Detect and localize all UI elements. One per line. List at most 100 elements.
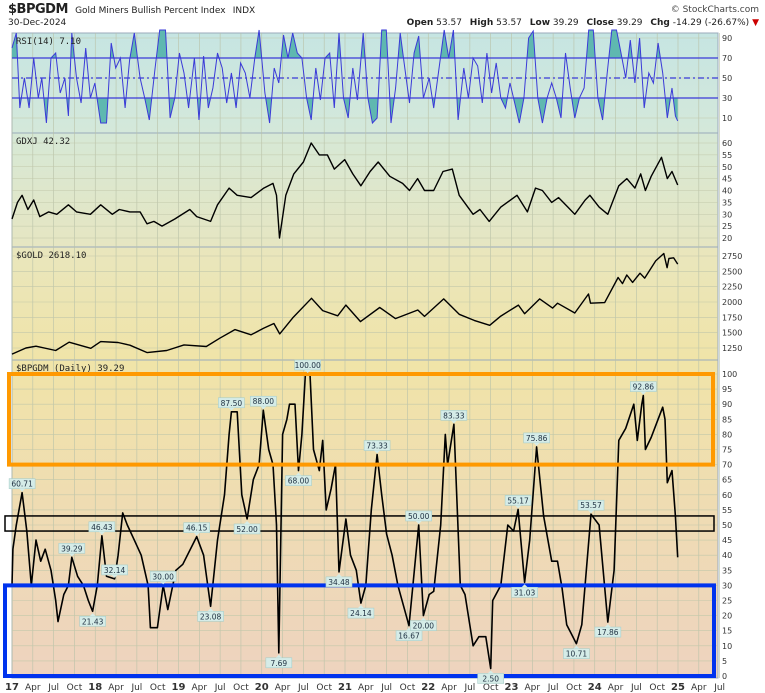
rsi-overbought-fill	[12, 30, 678, 58]
description: Gold Miners Bullish Percent Index	[75, 6, 226, 16]
neutral-zone-box	[4, 515, 715, 532]
gold-y-tick-label: 1750	[722, 313, 742, 322]
data-label-pointer	[98, 531, 105, 535]
data-label-pointer	[521, 584, 528, 588]
x-tick-label: Oct	[400, 683, 416, 693]
data-label-text: 53.57	[580, 501, 602, 510]
x-tick-label: Jul	[547, 683, 559, 693]
data-label-pointer	[68, 553, 75, 557]
x-tick-label: 23	[505, 682, 519, 693]
data-label-pointer	[207, 608, 214, 612]
rsi-line	[11, 29, 679, 125]
data-label: 50.00	[405, 510, 433, 524]
data-label-pointer	[193, 532, 200, 536]
open-label: Open	[406, 18, 434, 28]
close-label: Close	[586, 18, 614, 28]
low-label: Low	[529, 18, 551, 28]
data-label-pointer	[304, 370, 311, 373]
data-label-text: 73.33	[366, 442, 388, 451]
bpgdm-y-tick-label: 100	[722, 370, 737, 379]
x-tick-label: Jul	[630, 683, 642, 693]
x-tick-label: Jul	[130, 683, 142, 693]
x-tick-label: Apr	[608, 683, 624, 693]
data-label-text: 24.14	[350, 609, 372, 618]
gold-line	[11, 252, 679, 355]
gold-y-tick-label: 2750	[722, 252, 742, 261]
bpgdm-y-tick-label: 65	[722, 476, 732, 485]
data-label-pointer	[295, 472, 302, 476]
bpgdm-legend: $BPGDM (Daily) 39.29	[16, 364, 124, 374]
data-label-text: 75.86	[526, 434, 548, 443]
data-label: 24.14	[347, 605, 375, 619]
data-label: 20.00	[410, 617, 437, 631]
data-label-pointer	[228, 407, 235, 411]
x-tick-label: Jul	[463, 683, 475, 693]
bpgdm-line	[11, 373, 679, 670]
data-label: 2.50	[477, 670, 504, 684]
gdxj-y-tick-label: 30	[722, 210, 732, 219]
data-label: 75.86	[523, 432, 550, 446]
gdxj-y-tick-label: 55	[722, 151, 732, 160]
x-tick-label: 19	[172, 682, 186, 693]
x-tick-label: Oct	[566, 683, 582, 693]
x-tick-label: Apr	[25, 683, 41, 693]
data-label: 7.69	[265, 654, 293, 669]
data-label-pointer	[335, 573, 342, 577]
data-label: 92.86	[630, 381, 657, 395]
data-label-text: 88.00	[253, 397, 275, 406]
x-tick-label: 25	[671, 682, 685, 693]
x-tick-label: Jul	[214, 683, 226, 693]
data-label-pointer	[533, 442, 540, 446]
data-label-pointer	[415, 521, 422, 524]
bpgdm-y-tick-label: 35	[722, 566, 732, 575]
data-label: 39.29	[58, 543, 86, 557]
data-label-text: 55.17	[507, 496, 529, 505]
open-value: 53.57	[436, 18, 462, 28]
x-tick-label: 17	[5, 682, 19, 693]
data-label: 21.43	[79, 613, 106, 627]
bpgdm-y-tick-label: 90	[722, 400, 732, 409]
data-label: 55.17	[504, 495, 532, 509]
data-label-text: 52.00	[236, 525, 258, 534]
data-label: 46.43	[88, 521, 116, 535]
data-label-pointer	[604, 624, 611, 628]
data-label-text: 7.69	[270, 659, 287, 668]
rsi-panel	[11, 32, 719, 134]
data-label: 68.00	[285, 472, 312, 486]
x-tick-label: 24	[588, 682, 602, 693]
x-tick-label: 22	[421, 682, 435, 693]
x-tick-label: Oct	[483, 683, 499, 693]
gdxj-y-tick-label: 50	[722, 163, 732, 172]
gdxj-y-tick-label: 20	[722, 234, 732, 243]
data-label-text: 68.00	[288, 477, 310, 486]
data-label-pointer	[160, 581, 167, 585]
bpgdm-y-tick-label: 5	[722, 657, 727, 666]
data-label-pointer	[573, 645, 580, 649]
copyright: © StockCharts.com	[670, 5, 759, 15]
gdxj-panel	[11, 132, 719, 248]
x-tick-label: Apr	[441, 683, 457, 693]
data-label-pointer	[111, 574, 118, 578]
data-label: 34.48	[325, 573, 353, 588]
x-tick-label: Apr	[358, 683, 374, 693]
data-label-text: 21.43	[82, 617, 104, 626]
data-label-text: 92.86	[633, 383, 655, 392]
data-label-pointer	[640, 391, 647, 395]
x-tick-label: 21	[338, 682, 352, 693]
down-triangle-icon: ▼	[752, 18, 759, 28]
data-label: 32.14	[101, 564, 128, 578]
chart-date: 30-Dec-2024	[8, 18, 67, 28]
bpgdm-y-tick-label: 85	[722, 415, 732, 424]
x-tick-label: Oct	[649, 683, 665, 693]
data-label-pointer	[450, 420, 457, 424]
data-label-pointer	[275, 654, 282, 658]
x-tick-label: Oct	[233, 683, 249, 693]
gdxj-y-tick-label: 40	[722, 187, 732, 196]
data-label: 73.33	[363, 440, 391, 454]
gold-y-tick-label: 1500	[722, 329, 742, 338]
rsi-y-tick-label: 70	[722, 54, 732, 63]
bpgdm-y-tick-label: 25	[722, 597, 732, 606]
data-label-text: 50.00	[408, 512, 430, 521]
gold-y-tick-label: 2500	[722, 267, 742, 276]
